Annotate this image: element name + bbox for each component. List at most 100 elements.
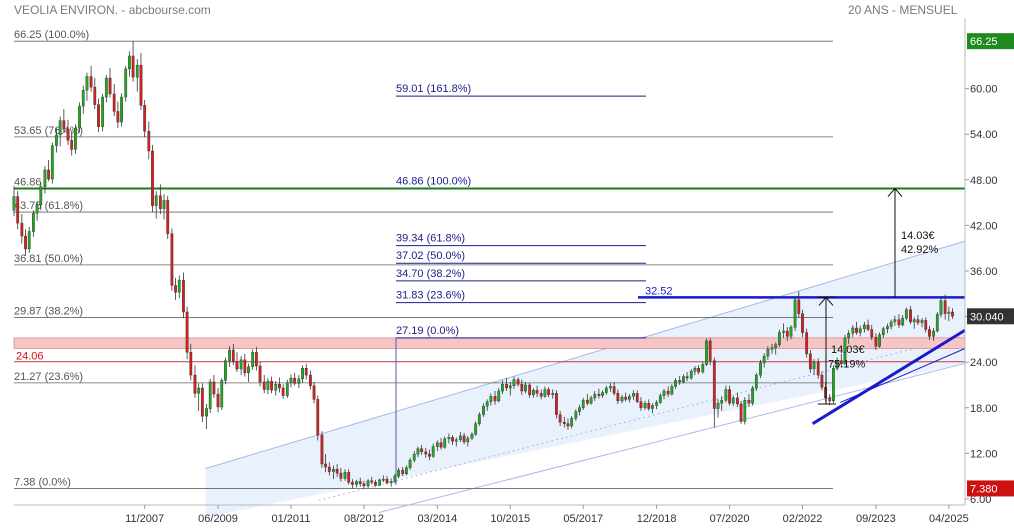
candle-body bbox=[78, 105, 81, 129]
candle-body bbox=[489, 396, 493, 402]
candle-body bbox=[893, 319, 897, 323]
candle-body bbox=[459, 435, 462, 440]
candle-body bbox=[716, 402, 720, 409]
candle-body bbox=[820, 374, 824, 388]
candle-body bbox=[816, 361, 820, 376]
candle-body bbox=[16, 196, 20, 224]
x-tick-label: 01/2011 bbox=[272, 513, 311, 525]
candle-body bbox=[501, 383, 504, 392]
candle-body bbox=[477, 414, 481, 424]
candle-body bbox=[862, 324, 866, 329]
candle-body bbox=[693, 368, 697, 372]
candle-body bbox=[939, 300, 943, 315]
candle-body bbox=[774, 344, 778, 348]
candle-body bbox=[405, 467, 408, 475]
candle-body bbox=[324, 463, 328, 468]
candle-body bbox=[454, 439, 458, 442]
x-tick-label: 10/2015 bbox=[490, 513, 530, 525]
candle-body bbox=[205, 408, 208, 417]
candle-body bbox=[843, 337, 847, 364]
candle-body bbox=[116, 111, 120, 123]
candle-body bbox=[651, 405, 654, 409]
candle-body bbox=[485, 401, 489, 407]
fib-old-label: 7.38 (0.0%) bbox=[14, 476, 71, 488]
candle-body bbox=[535, 390, 539, 394]
channel-lower-line bbox=[378, 362, 966, 514]
candle-body bbox=[62, 120, 66, 130]
x-tick-label: 12/2018 bbox=[637, 513, 677, 525]
candle-body bbox=[20, 222, 24, 237]
x-tick-label: 04/2025 bbox=[929, 513, 969, 525]
fib-old-label: 36.81 (50.0%) bbox=[14, 253, 83, 265]
candle-body bbox=[231, 349, 235, 362]
candle-body bbox=[108, 77, 112, 95]
candle-body bbox=[447, 437, 451, 440]
candle-body bbox=[759, 362, 762, 376]
candle-body bbox=[770, 347, 774, 350]
candle-body bbox=[624, 396, 628, 400]
candle-body bbox=[886, 326, 889, 329]
y-tick-label: 36.00 bbox=[970, 266, 998, 278]
candle-body bbox=[909, 309, 912, 323]
candle-body bbox=[104, 77, 108, 98]
candle-body bbox=[874, 336, 878, 347]
candle-body bbox=[374, 482, 377, 486]
candle-body bbox=[278, 383, 281, 389]
candle-body bbox=[789, 327, 793, 337]
candle-body bbox=[512, 379, 516, 386]
candle-body bbox=[50, 145, 54, 180]
candle-body bbox=[55, 134, 58, 146]
candle-body bbox=[689, 371, 693, 379]
candle-body bbox=[12, 196, 16, 211]
candle-body bbox=[208, 381, 212, 409]
candle-body bbox=[193, 374, 197, 394]
candle-body bbox=[43, 169, 47, 187]
candle-body bbox=[31, 213, 35, 232]
x-tick-label: 07/2020 bbox=[710, 513, 750, 525]
support-zone-label: 24.06 bbox=[16, 350, 44, 362]
candle-body bbox=[393, 475, 397, 482]
candle-body bbox=[801, 313, 804, 333]
candle-body bbox=[924, 320, 928, 330]
candle-body bbox=[712, 360, 716, 409]
candle-body bbox=[766, 349, 770, 357]
y-tick-label: 42.00 bbox=[970, 220, 998, 232]
candle-body bbox=[655, 402, 659, 406]
candle-body bbox=[482, 406, 485, 415]
candle-body bbox=[508, 385, 512, 389]
candle-body bbox=[428, 453, 431, 457]
candle-body bbox=[935, 314, 939, 332]
candle-body bbox=[362, 483, 366, 487]
candle-body bbox=[112, 93, 116, 112]
candle-body bbox=[439, 442, 443, 448]
candle-body bbox=[951, 311, 954, 317]
candle-body bbox=[301, 368, 304, 380]
candles-layer bbox=[12, 41, 954, 489]
fib-new-label: 39.34 (61.8%) bbox=[396, 233, 465, 245]
candle-body bbox=[443, 438, 447, 448]
candle-body bbox=[220, 380, 224, 408]
fib-old-label: 21.27 (23.6%) bbox=[14, 371, 83, 383]
candle-body bbox=[470, 434, 474, 439]
candle-body bbox=[408, 459, 412, 468]
candle-body bbox=[358, 481, 362, 484]
target-amount: 14.03€ bbox=[901, 230, 935, 242]
candle-body bbox=[928, 329, 931, 337]
candle-body bbox=[228, 349, 231, 361]
candle-body bbox=[585, 399, 589, 404]
x-tick-label: 08/2012 bbox=[344, 513, 384, 525]
candle-body bbox=[385, 478, 389, 484]
candle-body bbox=[739, 403, 743, 422]
candle-body bbox=[35, 204, 39, 214]
x-tick-label: 05/2017 bbox=[563, 513, 603, 525]
candle-body bbox=[674, 380, 677, 387]
candle-body bbox=[682, 376, 685, 383]
candle-body bbox=[350, 482, 354, 485]
last-price-badge-bg bbox=[967, 308, 1014, 325]
candle-body bbox=[70, 140, 74, 150]
chart-title: VEOLIA ENVIRON. - abcbourse.com bbox=[14, 3, 211, 17]
candle-body bbox=[343, 472, 347, 479]
candle-body bbox=[728, 389, 731, 404]
candle-body bbox=[216, 393, 220, 408]
candle-body bbox=[632, 393, 635, 397]
